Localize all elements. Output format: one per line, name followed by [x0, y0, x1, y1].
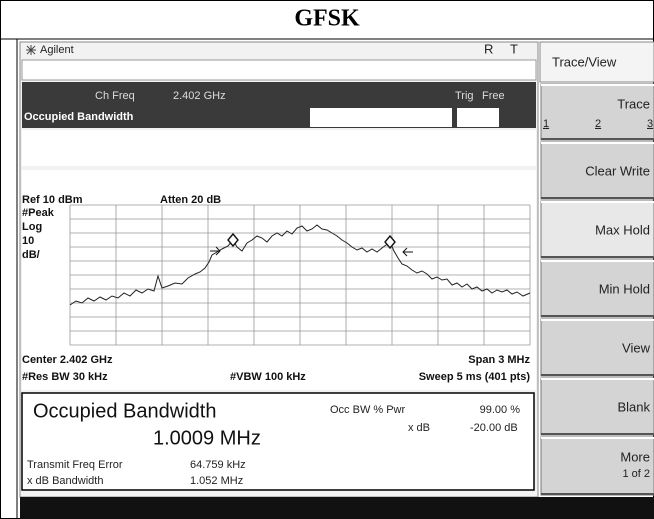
scale: Log: [22, 221, 42, 233]
ch-freq: 2.402 GHz: [173, 90, 226, 102]
mode: Occupied Bandwidth: [24, 111, 134, 123]
softkey-label[interactable]: Blank: [617, 399, 650, 414]
softkey-option[interactable]: 1: [543, 118, 549, 130]
softkey[interactable]: Trace 1 2 3: [540, 83, 654, 141]
input-box: [457, 108, 499, 127]
center: Center 2.402 GHz: [22, 354, 113, 366]
softkey[interactable]: Blank: [540, 377, 654, 436]
softkey-label[interactable]: View: [622, 340, 651, 355]
scale: dB/: [22, 249, 40, 261]
softkey-label[interactable]: Max Hold: [595, 222, 650, 237]
trig-label: Trig: [455, 90, 474, 102]
softkey-face[interactable]: [540, 318, 654, 377]
softkey-face[interactable]: [540, 259, 654, 318]
softkey[interactable]: Min Hold: [540, 259, 654, 318]
softkey-face[interactable]: [540, 377, 654, 436]
softkey-label[interactable]: Min Hold: [599, 281, 650, 296]
status: T: [510, 41, 518, 56]
softkey[interactable]: View: [540, 318, 654, 377]
res-bw: #Res BW 30 kHz: [22, 371, 108, 383]
occ-value: 99.00 %: [480, 404, 521, 416]
xbw-value: 1.052 MHz: [190, 475, 243, 487]
trig: Free: [482, 90, 505, 102]
softkey[interactable]: More 1 of 2: [540, 436, 654, 496]
scale: 10: [22, 235, 34, 247]
graticule: [69, 204, 531, 346]
arrow: [210, 246, 413, 257]
xdb-label: x dB: [408, 422, 430, 434]
softkey-face[interactable]: [540, 141, 654, 200]
results-value: 1.0009 MHz: [153, 427, 261, 449]
softkey-option[interactable]: 2: [595, 118, 601, 130]
tfe-label: Transmit Freq Error: [27, 459, 123, 471]
brand: Agilent: [40, 44, 74, 56]
xbw-label: x dB Bandwidth: [27, 475, 103, 487]
softkey-face[interactable]: [540, 83, 654, 141]
brand-icon: [26, 45, 36, 55]
status: R: [484, 41, 493, 56]
graph-area: [22, 170, 536, 390]
message-bar: [22, 130, 536, 166]
marker: [227, 232, 396, 250]
softkey-title: Trace/View: [552, 54, 617, 69]
softkey[interactable]: Max Hold: [540, 200, 654, 259]
xdb-value: -20.00 dB: [470, 422, 518, 434]
softkey-label[interactable]: More: [620, 449, 650, 464]
bar: [21, 59, 537, 81]
softkey-option[interactable]: 3: [647, 118, 653, 130]
softkey-face[interactable]: [540, 200, 654, 259]
ref-level: Ref 10 dBm: [22, 194, 83, 206]
span: Span 3 MHz: [468, 354, 530, 366]
softkey-face[interactable]: [540, 436, 654, 496]
softkey-page[interactable]: 1 of 2: [622, 468, 650, 480]
sweep: Sweep 5 ms (401 pts): [419, 371, 531, 383]
softkey[interactable]: Clear Write: [540, 141, 654, 200]
atten: Atten 20 dB: [160, 194, 221, 206]
bottom-band: [20, 497, 654, 519]
results-title: Occupied Bandwidth: [33, 400, 216, 422]
softkey-title-box: [539, 41, 654, 83]
ch-freq-label: Ch Freq: [95, 90, 135, 102]
scale: #Peak: [22, 207, 55, 219]
softkey-label[interactable]: Trace: [617, 96, 650, 111]
input-box: [310, 108, 452, 127]
tfe-value: 64.759 kHz: [190, 459, 246, 471]
occ-label: Occ BW % Pwr: [330, 404, 406, 416]
trace: [69, 224, 531, 306]
title: GFSK: [294, 6, 360, 32]
results-box: [21, 392, 535, 491]
vbw: #VBW 100 kHz: [230, 371, 306, 383]
softkey-label[interactable]: Clear Write: [585, 163, 650, 178]
